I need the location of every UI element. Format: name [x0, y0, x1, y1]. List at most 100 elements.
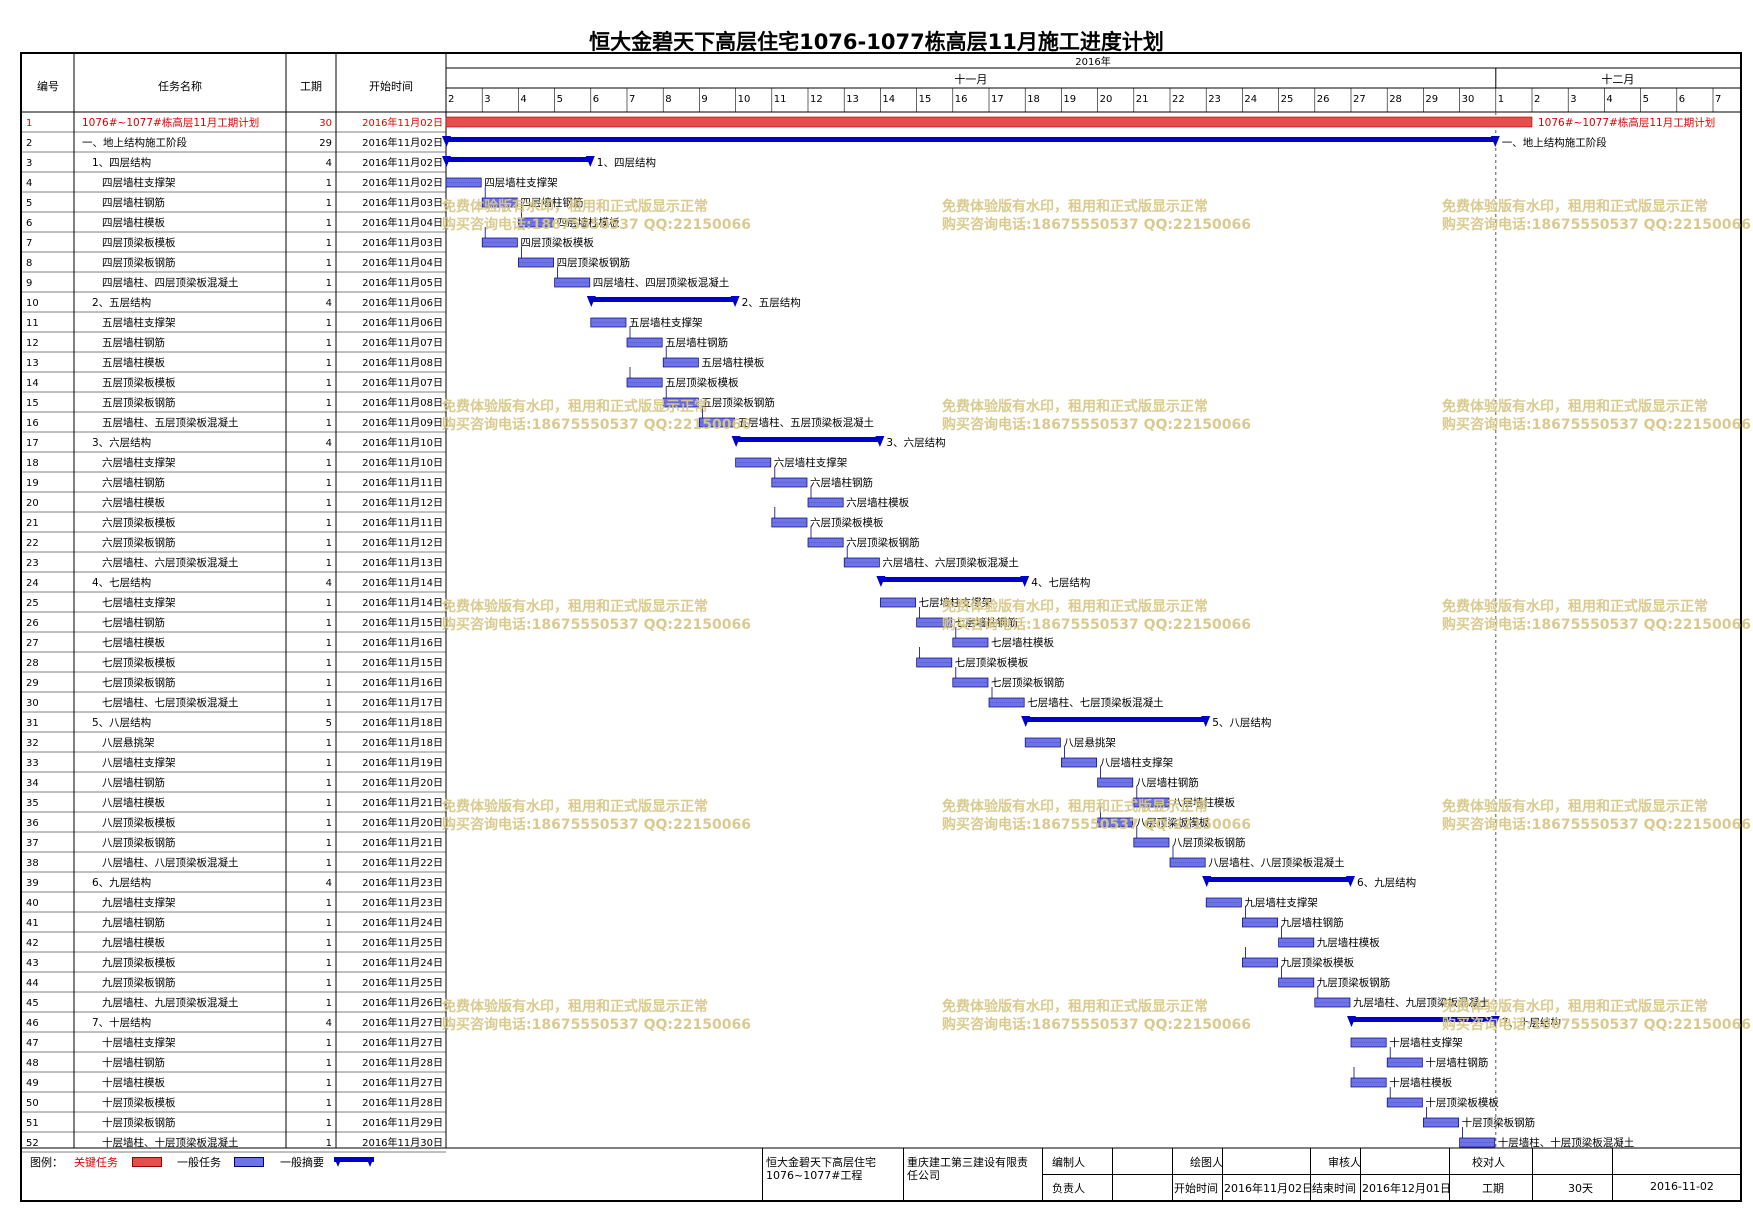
task-id: 4	[26, 178, 32, 189]
task-id: 6	[26, 218, 32, 229]
task-id: 36	[26, 818, 39, 829]
task-name: 六层顶梁板模板	[102, 516, 176, 529]
task-duration: 30	[319, 118, 332, 129]
task-start: 2016年11月14日	[362, 596, 443, 609]
task-id: 42	[26, 938, 39, 949]
day-label: 9	[701, 94, 707, 105]
task-duration: 1	[326, 1058, 332, 1069]
task-name: 七层墙柱、七层顶梁板混凝土	[102, 696, 239, 709]
task-start: 2016年11月07日	[362, 376, 443, 389]
bar-label: 五层顶梁板钢筋	[701, 396, 775, 409]
task-name: 五层墙柱钢筋	[102, 336, 165, 349]
summary-cap	[1201, 716, 1211, 727]
footer-company: 重庆建工第三建设有限责任公司	[907, 1156, 1028, 1182]
bar-label: 1076#~1077#栋高层11月工期计划	[1538, 116, 1715, 129]
month-label: 十二月	[1601, 72, 1634, 86]
task-duration: 29	[319, 138, 332, 149]
summary-cap	[1490, 1016, 1500, 1027]
footer: 图例： 关键任务 一般任务 一般摘要 恒大金碧天下高层住宅1076~1077#工…	[22, 1148, 1740, 1200]
legend-critical-label: 关键任务	[74, 1156, 118, 1169]
footer-start-label: 开始时间	[1174, 1182, 1218, 1195]
task-duration: 1	[326, 498, 332, 509]
task-start: 2016年11月13日	[362, 556, 443, 569]
task-id: 37	[26, 838, 39, 849]
summary-cap	[586, 296, 596, 307]
task-id: 35	[26, 798, 39, 809]
task-start: 2016年11月29日	[362, 1116, 443, 1129]
task-start: 2016年11月03日	[362, 196, 443, 209]
task-start: 2016年11月16日	[362, 636, 443, 649]
day-label: 20	[1100, 94, 1113, 105]
task-id: 8	[26, 258, 32, 269]
task-name: 十层顶梁板模板	[102, 1096, 176, 1109]
bar-label: 五层墙柱钢筋	[665, 336, 728, 349]
day-label: 6	[593, 94, 599, 105]
summary-cap	[442, 136, 451, 147]
bar-label: 七层墙柱钢筋	[955, 616, 1018, 629]
task-duration: 4	[326, 578, 332, 589]
task-name: 1076#~1077#栋高层11月工期计划	[82, 116, 259, 129]
task-duration: 1	[326, 518, 332, 529]
bar-label: 九层墙柱支撑架	[1244, 896, 1318, 909]
summary-cap	[585, 156, 595, 167]
day-label: 24	[1244, 94, 1257, 105]
task-name: 7、十层结构	[92, 1016, 151, 1029]
task-duration: 1	[326, 798, 332, 809]
task-duration: 1	[326, 358, 332, 369]
task-id: 38	[26, 858, 39, 869]
legend-normal-label: 一般任务	[177, 1156, 221, 1169]
legend-summary-swatch	[334, 1157, 374, 1167]
summary-bar	[446, 157, 591, 162]
task-name: 八层顶梁板模板	[102, 816, 176, 829]
footer-owner-label: 负责人	[1052, 1182, 1085, 1195]
task-duration: 1	[326, 978, 332, 989]
header-duration: 工期	[300, 80, 322, 93]
task-name: 五层墙柱支撑架	[102, 316, 176, 329]
day-label: 15	[919, 94, 932, 105]
task-start: 2016年11月05日	[362, 276, 443, 289]
day-label: 12	[810, 94, 823, 105]
task-duration: 1	[326, 818, 332, 829]
task-name: 十层墙柱支撑架	[102, 1036, 176, 1049]
day-label: 5	[1643, 94, 1649, 105]
bar-label: 七层墙柱模板	[991, 636, 1054, 649]
task-duration: 1	[326, 218, 332, 229]
day-label: 29	[1425, 94, 1438, 105]
task-id: 40	[26, 898, 39, 909]
day-label: 28	[1389, 94, 1402, 105]
bar-label: 五层顶梁板模板	[665, 376, 739, 389]
task-start: 2016年11月10日	[362, 456, 443, 469]
header-start: 开始时间	[369, 79, 413, 93]
day-label: 7	[629, 94, 635, 105]
task-name: 十层顶梁板钢筋	[102, 1116, 176, 1129]
task-name: 四层墙柱钢筋	[102, 196, 165, 209]
bar-label: 八层墙柱钢筋	[1136, 776, 1199, 789]
task-start: 2016年11月16日	[362, 676, 443, 689]
bar-label: 4、七层结构	[1031, 576, 1090, 589]
task-name: 4、七层结构	[92, 576, 151, 589]
task-start: 2016年11月02日	[362, 136, 443, 149]
task-duration: 1	[326, 598, 332, 609]
task-start: 2016年11月27日	[362, 1076, 443, 1089]
bar-label: 十层墙柱支撑架	[1389, 1036, 1463, 1049]
task-start: 2016年11月25日	[362, 936, 443, 949]
day-label: 7	[1715, 94, 1721, 105]
task-start: 2016年11月09日	[362, 416, 443, 429]
task-start: 2016年11月11日	[362, 476, 443, 489]
task-duration: 4	[326, 298, 332, 309]
task-start: 2016年11月23日	[362, 896, 443, 909]
task-name: 八层墙柱支撑架	[102, 756, 176, 769]
summary-cap	[1020, 576, 1030, 587]
day-label: 23	[1208, 94, 1221, 105]
bar-label: 九层墙柱钢筋	[1281, 916, 1344, 929]
task-start: 2016年11月18日	[362, 736, 443, 749]
bar-label: 四层墙柱、四层顶梁板混凝土	[593, 276, 730, 289]
task-duration: 5	[326, 718, 332, 729]
task-name: 七层墙柱钢筋	[102, 616, 165, 629]
summary-cap	[1347, 1016, 1356, 1027]
task-start: 2016年11月20日	[362, 776, 443, 789]
task-id: 19	[26, 478, 39, 489]
task-id: 52	[26, 1138, 39, 1149]
day-label: 25	[1281, 94, 1294, 105]
bar-label: 四层顶梁板模板	[520, 236, 594, 249]
